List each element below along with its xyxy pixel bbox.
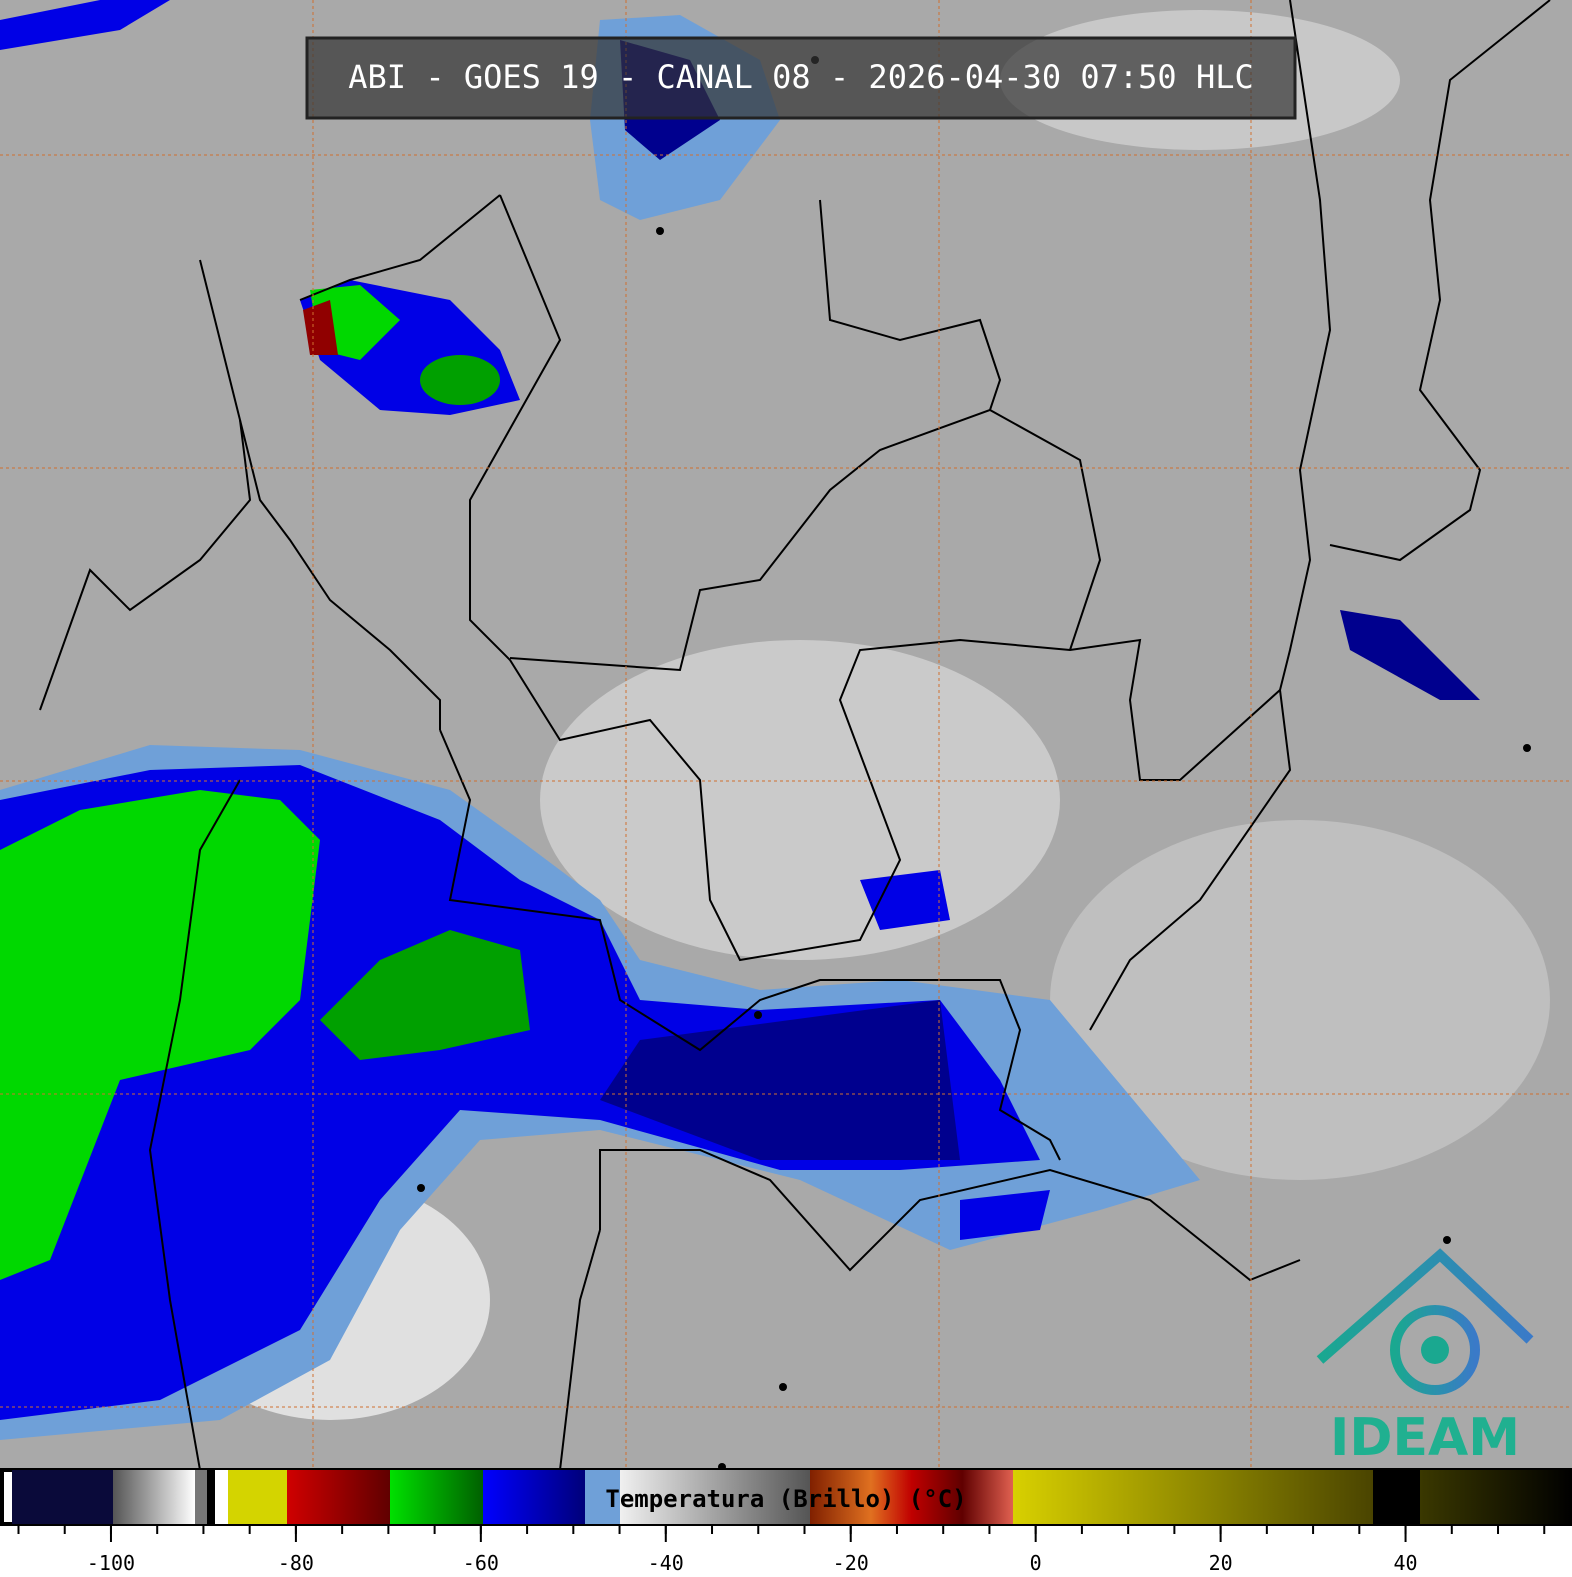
tick-label: -40 [648,1551,684,1575]
tick-label: 20 [1209,1551,1233,1575]
tick-label: -100 [87,1551,135,1575]
tick-label: -20 [833,1551,869,1575]
tick-label: -60 [463,1551,499,1575]
tick-label: 0 [1030,1551,1042,1575]
title: ABI - GOES 19 - CANAL 08 - 2026-04-30 07… [348,58,1253,96]
imagery [0,0,1572,1470]
colorbar-ticks: -100 -80 -60 -40 -20 0 20 40 [17,1526,1546,1575]
colorbar: Temperatura (Brillo) (°C) [0,1468,1572,1577]
colorbar-label: Temperatura (Brillo) (°C) [605,1485,966,1513]
borders [39,0,1551,1471]
title-box: ABI - GOES 19 - CANAL 08 - 2026-04-30 07… [305,36,1297,120]
graticule [0,0,1572,1470]
tick-label: -80 [278,1551,314,1575]
logo: IDEAM [1316,1248,1534,1468]
tick-label: 40 [1394,1551,1418,1575]
logo-text: IDEAM [1330,1408,1520,1468]
